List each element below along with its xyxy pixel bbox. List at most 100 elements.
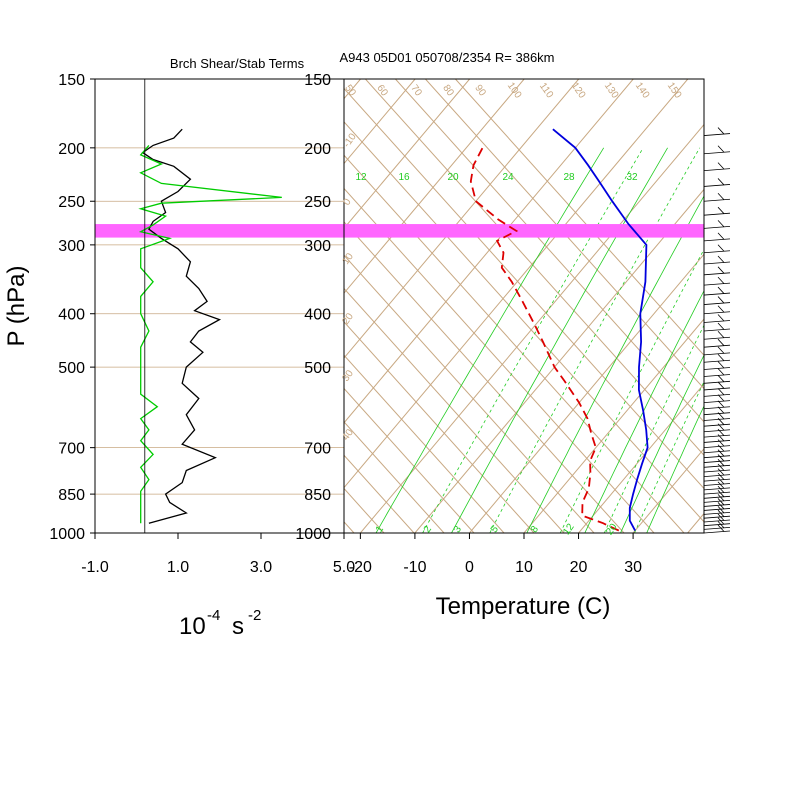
wind-barb: [703, 478, 731, 482]
wind-barb-flag: [717, 412, 725, 420]
wind-barb-flag: [717, 145, 725, 153]
mixing-ratio-line: [646, 404, 704, 533]
wind-barb: [703, 508, 731, 511]
wind-barb-flag: [717, 506, 725, 514]
wind-barb-flag: [717, 368, 725, 376]
wind-barb-flag: [717, 513, 725, 521]
wind-barb: [703, 133, 731, 136]
wind-barb-flag: [717, 498, 725, 506]
isotherm-label: 150: [665, 81, 684, 101]
x-tick-label: 20: [570, 559, 588, 576]
wind-barb: [703, 412, 731, 416]
y-tick-label: 500: [304, 360, 331, 377]
dry-adiabat-line: [344, 421, 445, 533]
wind-barb: [703, 380, 731, 384]
x-tick-label: -20: [349, 559, 372, 576]
dry-adiabat-line: [344, 254, 595, 533]
wind-barb-flag: [717, 296, 725, 304]
units-base-exponent: -4: [207, 607, 220, 624]
x-tick-label: 3.0: [250, 559, 272, 576]
wind-barb-flag: [717, 354, 725, 362]
wind-barb: [703, 238, 731, 242]
wind-barb: [703, 168, 731, 172]
isotherm-label: 20: [340, 311, 356, 327]
wind-barb-flag: [717, 472, 725, 480]
x-tick-label: 10: [515, 559, 533, 576]
skewt-background-grid: [0, 79, 800, 533]
y-tick-label: 250: [304, 194, 331, 211]
x-tick-label: 30: [624, 559, 642, 576]
wind-barb: [703, 261, 731, 265]
isotherm-line: [414, 188, 704, 533]
temperature-profile: [552, 128, 649, 532]
isotherm-line: [344, 79, 471, 230]
right-y-ticks: 150 200 250 300 400 500 700 850 1000: [295, 72, 331, 543]
highlight-band-right: [344, 224, 704, 238]
wind-barb: [703, 523, 731, 527]
mixing-ratio-line: [422, 147, 644, 533]
isotherm-label: 60: [374, 83, 390, 99]
wind-barb-flag: [717, 127, 725, 135]
wind-barb: [703, 504, 731, 507]
wind-barb-flag: [717, 178, 725, 186]
mixing-ratio-line: [603, 324, 704, 533]
wind-barb: [703, 311, 731, 315]
wind-barb-flag: [717, 400, 725, 408]
wind-barb-flag: [717, 276, 725, 284]
isotherm-line: [742, 79, 800, 533]
x-tick-label: -10: [403, 559, 426, 576]
wind-barb-flag: [717, 394, 725, 402]
wind-barb-flag: [717, 444, 725, 452]
dewpoint-profile: [469, 147, 620, 532]
wind-barb-flag: [717, 192, 725, 201]
left-panel-title: Brch Shear/Stab Terms: [170, 56, 305, 71]
dry-adiabat-line: [344, 354, 505, 533]
mixing-ratio-label: 12: [561, 521, 577, 537]
wind-barb-flag: [717, 454, 725, 462]
x-tick-label: 0: [465, 559, 474, 576]
dry-adiabat-line: [365, 79, 704, 456]
isotherm-label: 10: [340, 251, 356, 267]
mixing-ratio-label: 24: [502, 172, 514, 183]
wind-barb-flag: [717, 266, 725, 274]
isotherm-line: [523, 318, 704, 533]
isotherm-line: [344, 79, 634, 424]
wind-barb-flag: [717, 286, 725, 294]
mixing-ratio-label: 16: [398, 172, 410, 183]
isotherm-label: 0: [341, 196, 353, 207]
wind-barb-flag: [717, 220, 725, 228]
wind-barb-flag: [717, 361, 725, 369]
y-tick-label: 150: [304, 72, 331, 89]
shear-term-line: [141, 128, 222, 524]
mixing-ratio-label: 5: [489, 524, 501, 535]
wind-barb: [703, 418, 731, 421]
wind-barb: [703, 359, 731, 363]
y-tick-label: 1000: [49, 526, 85, 543]
y-tick-label: 200: [58, 141, 85, 158]
wind-barb-flag: [717, 244, 725, 252]
left-pressure-gridlines: [95, 79, 344, 533]
y-tick-label: 850: [58, 487, 85, 504]
isotherm-line: [344, 79, 689, 489]
y-tick-label: 1000: [295, 526, 331, 543]
dry-adiabat-line: [0, 79, 204, 533]
wind-barb: [703, 400, 731, 404]
wind-barb-flag: [717, 255, 725, 263]
wind-barb-flag: [717, 322, 725, 330]
mixing-ratio-line: [526, 195, 704, 533]
wind-barb: [703, 328, 731, 332]
x-axis-label-left-units: 10 -4 s -2: [179, 607, 261, 640]
y-tick-label: 700: [58, 441, 85, 458]
highlight-band-left: [95, 224, 344, 238]
wind-barb-flag: [717, 468, 725, 476]
wind-barb-flag: [717, 502, 725, 510]
isotherm-line: [359, 123, 704, 533]
y-tick-label: 300: [304, 238, 331, 255]
x-tick-label: 1.0: [167, 559, 189, 576]
wind-barb: [703, 500, 731, 503]
y-tick-label: 700: [304, 441, 331, 458]
wind-barb: [703, 445, 731, 449]
wind-barb: [703, 212, 731, 216]
wind-barb: [703, 455, 731, 459]
